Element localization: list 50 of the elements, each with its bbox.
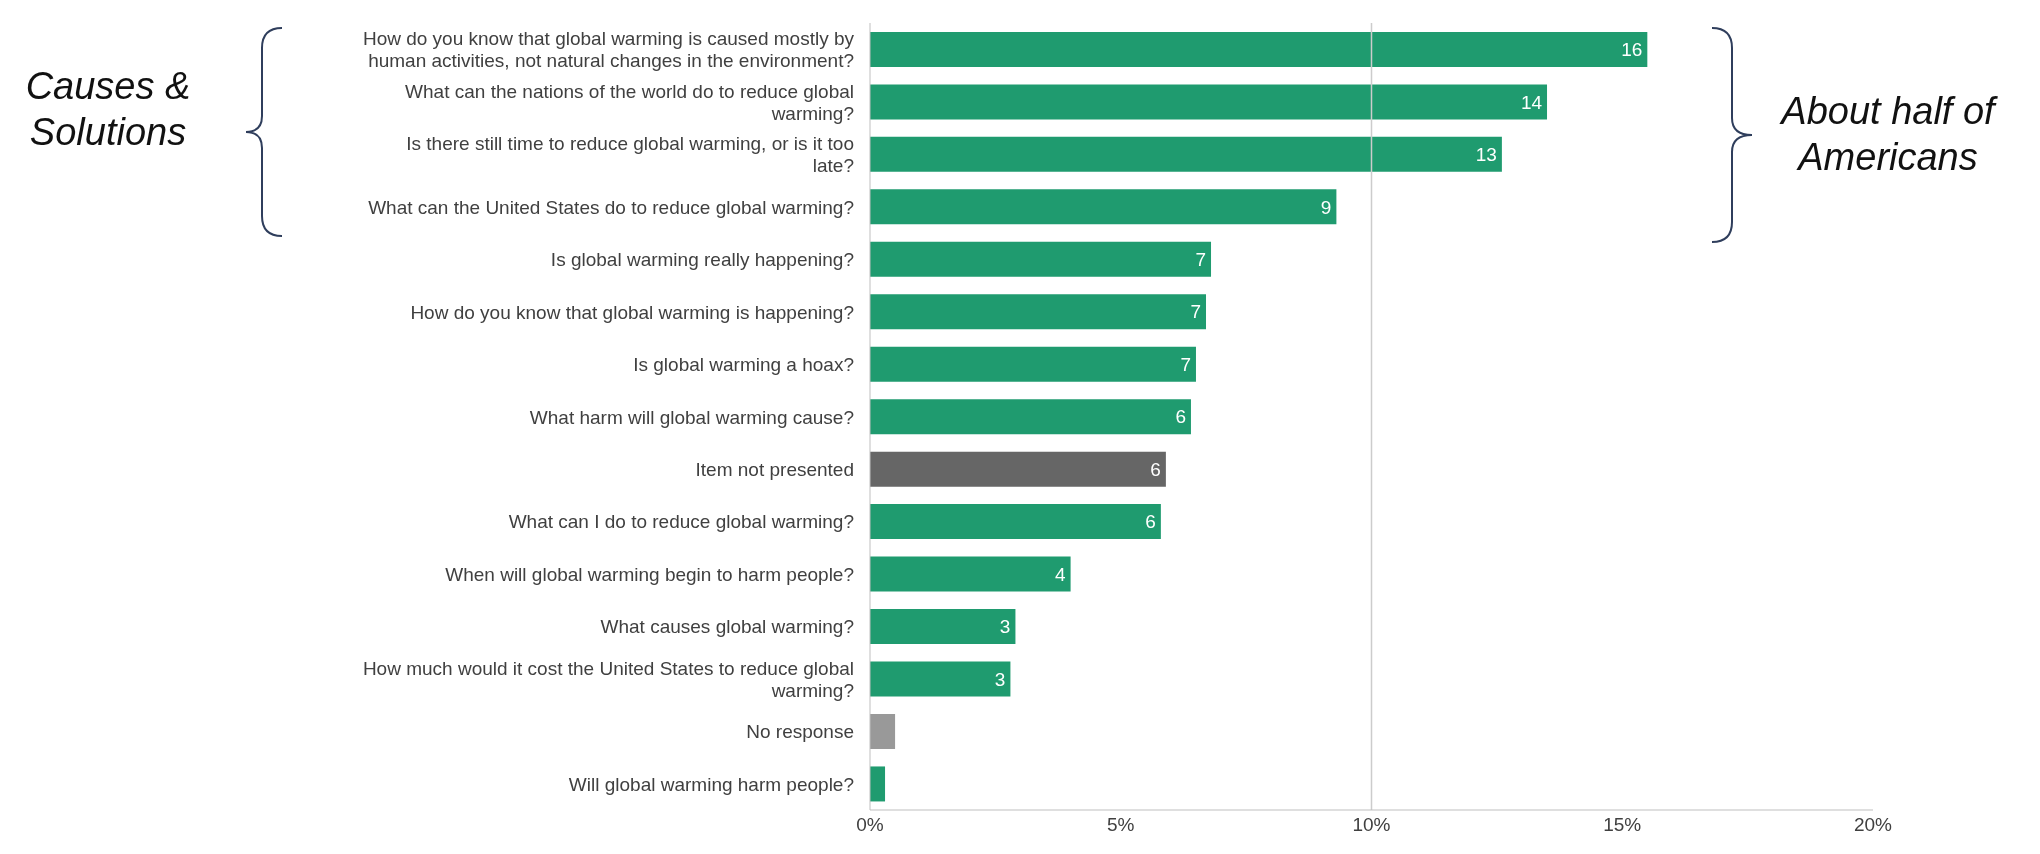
y-tick-label: What can the United States do to reduce global warming? bbox=[368, 196, 854, 218]
x-tick-label: 10% bbox=[1352, 814, 1391, 836]
y-tick-label: Is global warming a hoax? bbox=[633, 353, 854, 375]
bar bbox=[870, 504, 1161, 540]
y-tick-label: Is there still time to reduce global warming, or is it too late? bbox=[406, 132, 854, 176]
data-label: 7 bbox=[1195, 249, 1207, 271]
data-label: 6 bbox=[1145, 511, 1156, 533]
x-tick-label: 15% bbox=[1603, 814, 1642, 836]
bar bbox=[870, 31, 1648, 67]
data-label: 6 bbox=[1150, 458, 1161, 480]
data-label: 3 bbox=[999, 616, 1011, 638]
data-label: 14 bbox=[1520, 91, 1543, 113]
y-tick-label: What causes global warming? bbox=[600, 615, 854, 637]
bar bbox=[870, 241, 1212, 277]
bar bbox=[870, 189, 1337, 225]
bar bbox=[870, 609, 1016, 645]
bar bbox=[870, 556, 1071, 592]
data-label: 16 bbox=[1621, 39, 1643, 61]
x-tick-label: 5% bbox=[1107, 814, 1135, 836]
y-tick-label: What can the nations of the world do to reduce global warming? bbox=[405, 80, 854, 124]
annotation: About half of Americans bbox=[1778, 89, 1999, 180]
y-tick-label: When will global warming begin to harm people? bbox=[445, 563, 854, 585]
data-label: 7 bbox=[1190, 301, 1202, 323]
bar bbox=[870, 661, 1011, 697]
y-tick-label: Is global warming really happening? bbox=[550, 248, 854, 270]
y-tick-label: How do you know that global warming is caused mostly by human activities, not natural changes in the environment? bbox=[362, 27, 855, 71]
bar bbox=[870, 451, 1166, 487]
x-tick-label: 0% bbox=[856, 814, 884, 836]
bar bbox=[870, 294, 1207, 330]
data-label: 6 bbox=[1175, 406, 1186, 428]
y-tick-label: What harm will global warming cause? bbox=[529, 406, 854, 427]
data-label: 13 bbox=[1475, 144, 1497, 166]
x-tick-label: 20% bbox=[1853, 814, 1893, 836]
y-tick-label: No response bbox=[746, 720, 854, 742]
bar bbox=[870, 766, 886, 802]
bar bbox=[870, 399, 1191, 435]
data-label: 4 bbox=[1055, 563, 1067, 585]
data-label: 7 bbox=[1180, 353, 1191, 375]
bar bbox=[870, 136, 1502, 172]
bar bbox=[870, 713, 896, 749]
data-label: 3 bbox=[994, 668, 1006, 690]
data-label: 9 bbox=[1320, 196, 1332, 218]
text: Causes & Solutions bbox=[24, 64, 192, 155]
y-tick-label: How do you know that global warming is happening? bbox=[410, 301, 854, 323]
y-tick-label: Will global warming harm people? bbox=[568, 773, 854, 795]
y-tick-label: Item not presented bbox=[695, 458, 854, 480]
y-tick-label: How much would it cost the United States to reduce global warming? bbox=[362, 657, 854, 701]
bar bbox=[870, 346, 1196, 382]
bar bbox=[870, 84, 1548, 120]
y-tick-label: What can I do to reduce global warming? bbox=[508, 510, 854, 532]
